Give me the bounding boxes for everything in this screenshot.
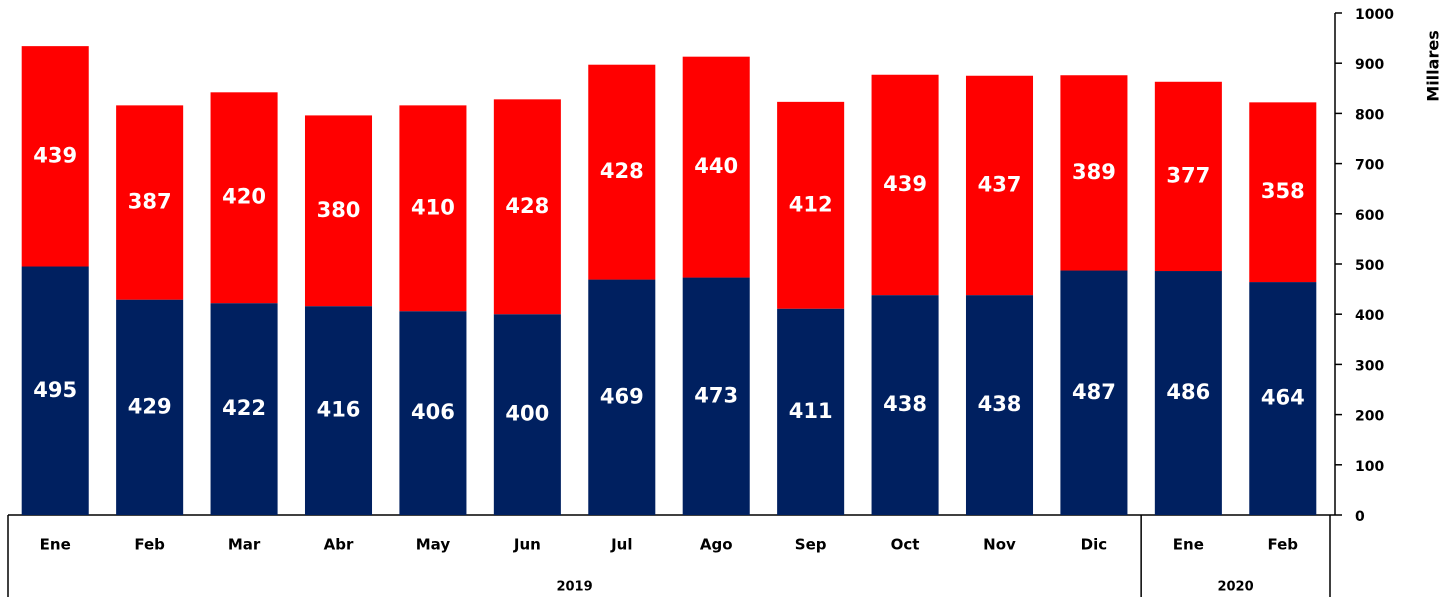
y-tick-label: 800 <box>1355 107 1384 123</box>
x-tick-label: Feb <box>134 536 165 554</box>
bar-segment <box>116 299 184 515</box>
x-tick-label: Sep <box>795 536 827 554</box>
data-label: 495 <box>33 378 77 402</box>
data-label: 487 <box>1072 380 1116 404</box>
bar-segment <box>777 308 845 515</box>
bar-segment <box>210 92 278 304</box>
bar-segment <box>493 314 561 515</box>
data-label: 420 <box>222 185 266 209</box>
data-label: 469 <box>600 384 644 408</box>
y-tick-label: 600 <box>1355 208 1384 224</box>
data-label: 473 <box>694 383 738 407</box>
data-label: 440 <box>694 154 738 178</box>
y-tick-label: 300 <box>1355 358 1384 374</box>
bar-segment <box>965 75 1034 296</box>
bar-segment <box>116 105 184 300</box>
bar-segment <box>871 295 939 515</box>
data-label: 439 <box>33 143 77 167</box>
bar-segment <box>1060 270 1128 515</box>
y-tick-label: 1000 <box>1355 7 1394 23</box>
bar-segment <box>493 99 561 315</box>
bar-segment <box>777 101 845 309</box>
y-tick-label: 900 <box>1355 57 1384 73</box>
data-label: 428 <box>600 159 644 183</box>
data-label: 377 <box>1166 163 1210 187</box>
x-tick-label: Ago <box>700 536 733 554</box>
x-tick-label: Dic <box>1081 536 1107 554</box>
bar-segment <box>210 303 278 515</box>
data-label: 416 <box>317 398 361 422</box>
y-tick-label: 100 <box>1355 459 1384 475</box>
data-label: 411 <box>789 399 833 423</box>
data-label: 387 <box>128 190 172 214</box>
x-tick-label: Oct <box>891 536 920 554</box>
bar-segment <box>1249 282 1317 515</box>
y-tick-label: 400 <box>1355 308 1384 324</box>
data-label: 400 <box>505 402 549 426</box>
bar-segment <box>1154 271 1222 515</box>
y-tick-label: 0 <box>1355 509 1365 525</box>
x-tick-label: Ene <box>40 536 71 554</box>
data-label: 437 <box>978 172 1022 196</box>
bar-segment <box>871 74 939 296</box>
y-tick-label: 700 <box>1355 158 1384 174</box>
bar-segment <box>588 279 656 515</box>
data-label: 422 <box>222 396 266 420</box>
bar-segment <box>21 46 89 267</box>
bar-segment <box>21 266 89 515</box>
bar-segment <box>682 56 750 278</box>
bar-segment <box>1060 75 1128 271</box>
data-label: 464 <box>1261 386 1305 410</box>
bar-segment <box>304 115 373 307</box>
data-label: 410 <box>411 195 455 219</box>
data-label: 438 <box>883 392 927 416</box>
data-label: 358 <box>1261 179 1305 203</box>
data-label: 429 <box>128 394 172 418</box>
bar-segment <box>1249 102 1317 283</box>
x-tick-label: Nov <box>983 536 1016 554</box>
y-tick-label: 500 <box>1355 258 1384 274</box>
x-tick-label: Feb <box>1268 536 1299 554</box>
group-label: 2019 <box>556 580 592 595</box>
y-axis-label: Millares <box>1424 30 1443 101</box>
bar-segment <box>588 64 656 280</box>
data-label: 438 <box>978 392 1022 416</box>
data-label: 439 <box>883 172 927 196</box>
data-label: 389 <box>1072 160 1116 184</box>
data-label: 428 <box>505 194 549 218</box>
data-label: 406 <box>411 400 455 424</box>
bar-segment <box>399 105 467 312</box>
y-tick-label: 200 <box>1355 409 1384 425</box>
x-tick-label: May <box>416 536 451 554</box>
data-label: 486 <box>1166 380 1210 404</box>
data-label: 412 <box>789 192 833 216</box>
bar-segment <box>682 277 750 515</box>
bar-segment <box>399 311 467 515</box>
x-tick-label: Jul <box>610 536 632 554</box>
data-label: 380 <box>317 198 361 222</box>
bar-segment <box>1154 81 1222 272</box>
x-tick-label: Ene <box>1173 536 1204 554</box>
x-tick-label: Abr <box>324 536 354 554</box>
x-tick-label: Jun <box>513 536 541 554</box>
bar-segment <box>304 306 373 515</box>
bar-segment <box>965 295 1034 515</box>
x-tick-label: Mar <box>228 536 261 554</box>
group-label: 2020 <box>1217 580 1253 595</box>
